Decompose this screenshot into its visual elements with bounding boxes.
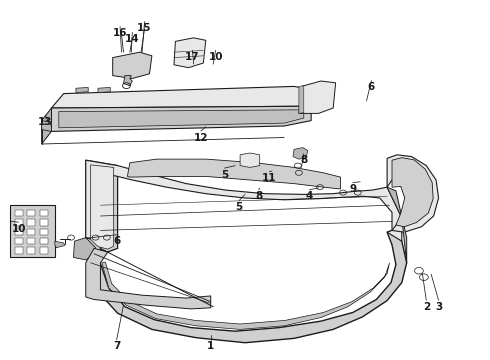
Bar	[15, 238, 23, 244]
Text: 13: 13	[38, 117, 52, 127]
Bar	[15, 210, 23, 216]
Bar	[40, 210, 48, 216]
Polygon shape	[91, 165, 114, 249]
Polygon shape	[10, 205, 55, 257]
Bar	[27, 210, 35, 216]
Text: 14: 14	[125, 34, 140, 44]
Polygon shape	[174, 38, 206, 68]
Text: 8: 8	[300, 155, 307, 165]
Polygon shape	[51, 86, 323, 108]
Text: 1: 1	[207, 341, 214, 351]
Polygon shape	[51, 106, 311, 131]
Polygon shape	[86, 160, 118, 252]
Bar	[15, 247, 23, 254]
Polygon shape	[86, 160, 402, 241]
Text: 6: 6	[368, 82, 375, 92]
Polygon shape	[299, 86, 304, 113]
Text: 4: 4	[306, 191, 314, 201]
Polygon shape	[387, 155, 439, 232]
Polygon shape	[98, 87, 110, 93]
Polygon shape	[123, 76, 132, 86]
Polygon shape	[59, 110, 304, 128]
Polygon shape	[55, 241, 65, 248]
Text: 10: 10	[11, 224, 26, 234]
Bar	[15, 229, 23, 235]
Polygon shape	[240, 153, 260, 167]
Bar	[40, 247, 48, 254]
Text: 9: 9	[349, 184, 356, 194]
Polygon shape	[299, 81, 336, 113]
Polygon shape	[42, 121, 51, 131]
Bar	[27, 247, 35, 254]
Polygon shape	[127, 159, 341, 189]
Polygon shape	[392, 158, 433, 227]
Text: 15: 15	[137, 23, 152, 33]
Polygon shape	[86, 230, 407, 343]
Text: 5: 5	[236, 202, 243, 212]
Polygon shape	[86, 248, 211, 309]
Bar	[40, 219, 48, 226]
Bar	[40, 229, 48, 235]
Polygon shape	[42, 108, 51, 144]
Text: 10: 10	[208, 52, 223, 62]
Text: 5: 5	[221, 170, 228, 180]
Polygon shape	[113, 52, 152, 78]
Bar	[40, 238, 48, 244]
Polygon shape	[102, 262, 390, 329]
Text: 7: 7	[113, 341, 121, 351]
Polygon shape	[74, 238, 96, 260]
Text: 6: 6	[113, 236, 120, 246]
Text: 16: 16	[113, 28, 127, 38]
Bar	[15, 219, 23, 226]
Polygon shape	[387, 187, 407, 263]
Polygon shape	[76, 87, 88, 93]
Bar	[27, 238, 35, 244]
Text: 17: 17	[185, 52, 200, 62]
Text: 2: 2	[423, 302, 430, 312]
Text: 11: 11	[262, 173, 277, 183]
Text: 12: 12	[194, 132, 208, 143]
Bar	[27, 219, 35, 226]
Polygon shape	[293, 148, 308, 159]
Text: 8: 8	[255, 191, 262, 201]
Bar	[27, 229, 35, 235]
Text: 3: 3	[435, 302, 442, 312]
